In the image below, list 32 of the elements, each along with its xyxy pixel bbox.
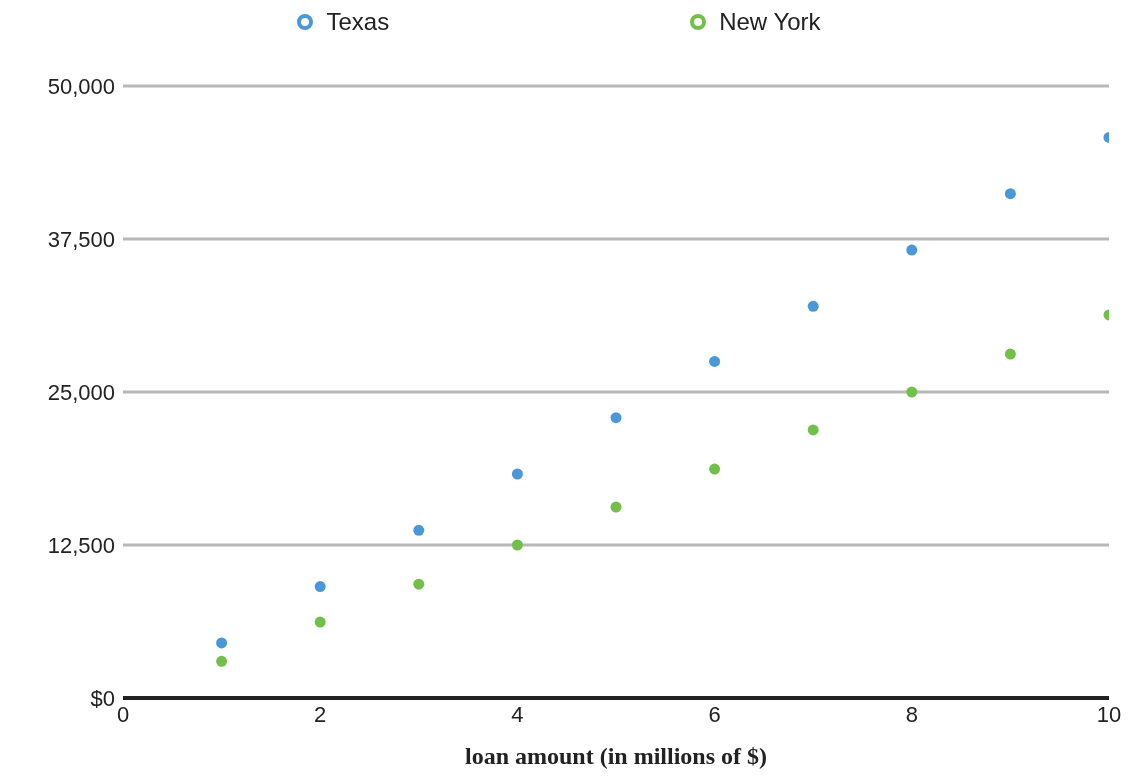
y-tick-label: 12,500 — [47, 532, 115, 558]
point — [906, 244, 918, 256]
point — [216, 637, 228, 649]
y-tick-label: 25,000 — [47, 379, 115, 405]
legend-label: New York — [719, 8, 821, 36]
point — [1004, 188, 1016, 200]
x-tick-label: 10 — [1096, 701, 1122, 727]
point — [413, 524, 425, 536]
x-tick-label: 2 — [314, 701, 327, 727]
y-tick-label: 37,500 — [47, 226, 115, 252]
point — [314, 581, 326, 593]
point — [709, 463, 721, 475]
point — [216, 655, 228, 667]
point — [807, 300, 819, 312]
y-tick-label: $0 — [90, 685, 115, 711]
point — [906, 386, 918, 398]
x-tick-label: 0 — [116, 701, 130, 727]
x-tick-label: 4 — [511, 701, 524, 727]
point — [610, 501, 622, 513]
point — [314, 616, 326, 628]
point — [807, 424, 819, 436]
point — [413, 578, 425, 590]
point — [511, 539, 523, 551]
x-tick-label: 6 — [708, 701, 721, 727]
point — [610, 412, 622, 424]
x-tick-label: 8 — [905, 701, 918, 727]
x-axis-title: loan amount (in millions of $) — [464, 743, 768, 769]
y-tick-label: 50,000 — [47, 73, 115, 99]
point — [709, 355, 721, 367]
legend-label: Texas — [326, 8, 390, 36]
point — [1004, 348, 1016, 360]
point — [511, 468, 523, 480]
